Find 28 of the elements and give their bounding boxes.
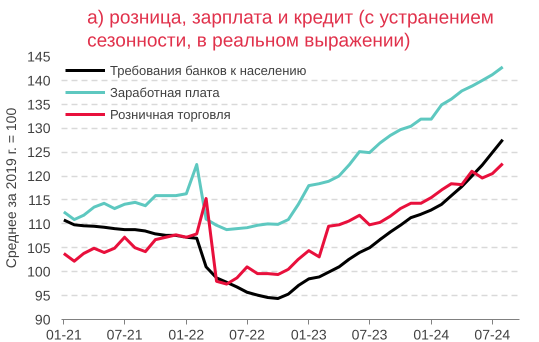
y-tick-label: 95 [34, 288, 51, 304]
line-series [62, 162, 504, 286]
legend-label: Требования банков к населению [110, 62, 306, 79]
y-tick-label: 120 [27, 168, 51, 184]
y-tick-label: 115 [28, 192, 51, 208]
legend-label: Заработная плата [110, 84, 220, 101]
y-tick-label: 135 [27, 96, 51, 112]
x-tick-label: 01-24 [413, 326, 450, 342]
y-tick-label: 125 [27, 144, 51, 160]
y-tick-label: 105 [27, 240, 51, 256]
x-tick-label: 07-23 [352, 326, 388, 342]
x-tick-label: 07-21 [106, 326, 143, 342]
y-tick-label: 90 [34, 312, 51, 328]
y-tick-label: 110 [28, 216, 51, 232]
x-tick-label: 07-24 [474, 326, 510, 342]
x-tick-label: 01-22 [168, 326, 204, 342]
y-axis-title: Среднее за 2019 г. = 100 [3, 108, 20, 268]
x-tick-label: 07-22 [229, 326, 266, 342]
line-series [62, 66, 504, 232]
y-tick-label: 130 [27, 120, 51, 136]
y-tick-label: 100 [27, 264, 51, 280]
line-series [62, 138, 504, 300]
x-tick-label: 01-23 [290, 326, 327, 342]
legend-label: Розничная торговля [110, 106, 231, 123]
x-tick-label: 01-21 [46, 326, 82, 342]
y-tick-label: 140 [27, 72, 51, 88]
y-tick-label: 145 [27, 48, 51, 64]
chart-title: а) розница, зарплата и кредит (с устранением сезонности, в реальном выражении) [87, 7, 494, 52]
